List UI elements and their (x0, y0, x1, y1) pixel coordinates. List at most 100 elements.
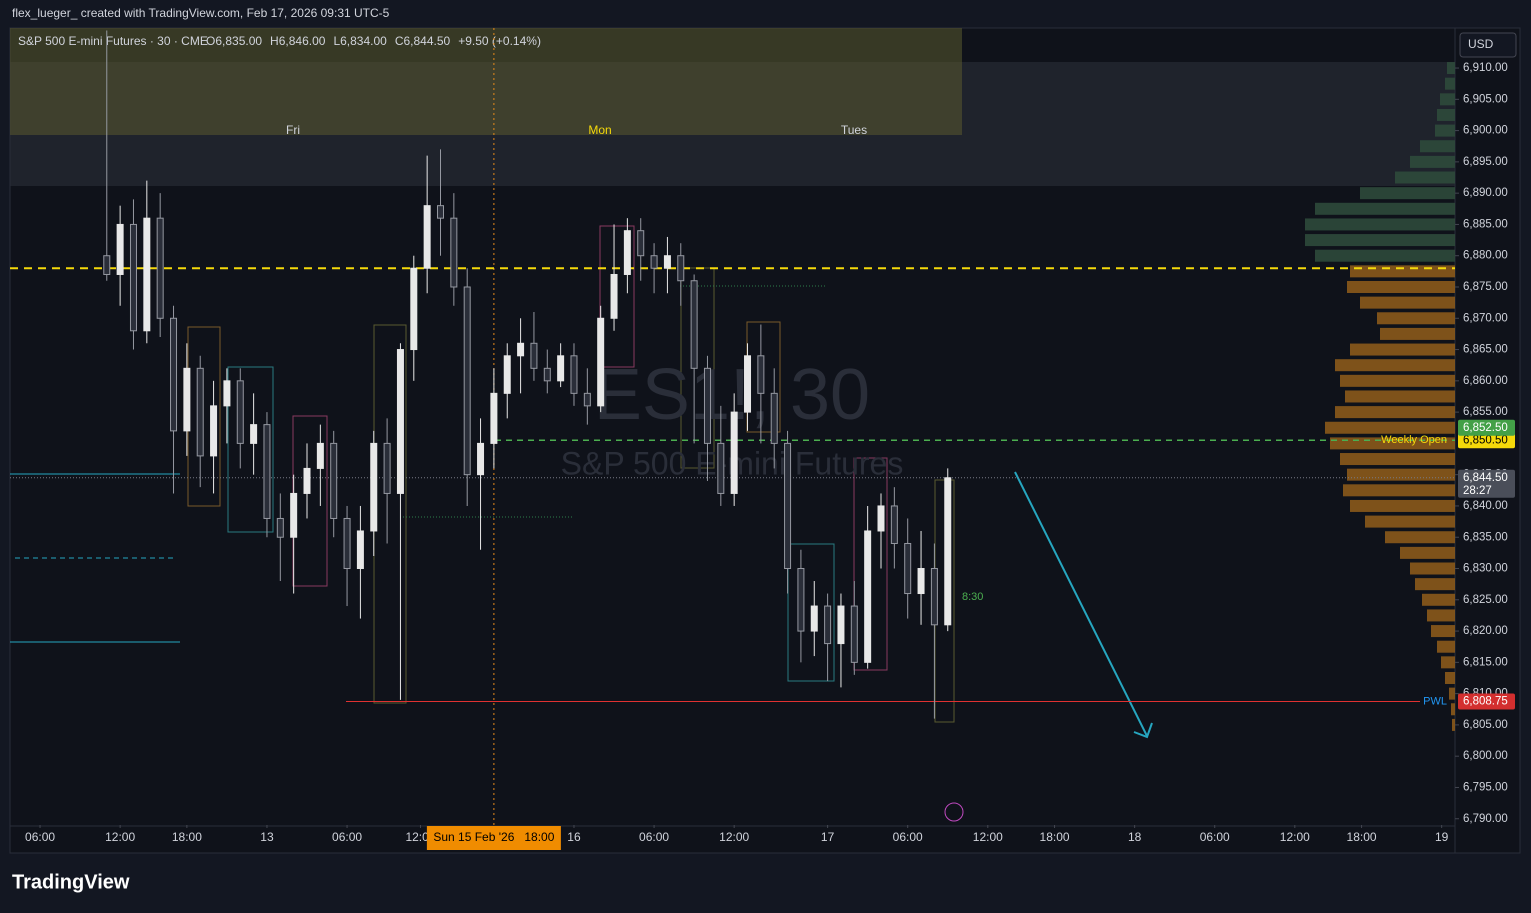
candle-body (223, 380, 231, 407)
ohlc-value: H6,846.00 (270, 34, 326, 48)
time-note: 8:30 (962, 591, 983, 603)
candle-body (129, 223, 137, 332)
y-tick-label: 6,855.00 (1463, 406, 1508, 418)
x-tick-label: 12:00 (1280, 830, 1310, 844)
candle-body (210, 405, 218, 457)
price-tag-label: 6,844.50 (1463, 472, 1508, 484)
profile-bar (1380, 327, 1455, 340)
y-tick-label: 6,840.00 (1463, 500, 1508, 512)
price-tag (1458, 469, 1515, 498)
profile-bar (1345, 390, 1455, 403)
profile-bar (1441, 656, 1455, 669)
candle-body (530, 342, 538, 369)
candle-body (877, 505, 885, 532)
y-tick-label: 6,790.00 (1463, 813, 1508, 825)
profile-bar (1449, 687, 1455, 700)
x-tick-label: 06:00 (332, 830, 362, 844)
candle-body (904, 542, 912, 595)
profile-bar (1435, 124, 1455, 137)
profile-bar (1350, 499, 1455, 512)
profile-bar (1305, 218, 1455, 231)
ohlc-legend: O6,835.00 H6,846.00 L6,834.00 C6,844.50 +9.5… (206, 34, 541, 48)
profile-bar (1365, 515, 1455, 528)
level-name: PWL (1423, 695, 1447, 707)
x-tick-label: 06:00 (639, 830, 669, 844)
box (853, 457, 888, 671)
crosshair-label: Sun 15 Feb '26 18:00 (433, 830, 554, 844)
profile-bar (1385, 531, 1455, 544)
candle-body (637, 230, 645, 257)
candle-body (797, 568, 805, 632)
profile-bar (1410, 155, 1455, 168)
candle-body (597, 317, 605, 407)
crosshair-tag (426, 826, 561, 850)
session-label: Mon (588, 123, 611, 137)
profile-bar (1440, 93, 1455, 106)
candle-body (917, 568, 925, 595)
candle-body (610, 273, 618, 319)
candle-body (623, 230, 631, 275)
profile-bar (1447, 62, 1455, 75)
ohlc-value: L6,834.00 (333, 34, 387, 48)
candle-body (717, 442, 725, 494)
candle-body (250, 424, 258, 444)
y-tick-label: 6,870.00 (1463, 312, 1508, 324)
y-tick-label: 6,800.00 (1463, 750, 1508, 762)
candle-body (703, 367, 711, 444)
currency-button[interactable] (1459, 32, 1517, 58)
ohlc-value: +9.50 (+0.14%) (458, 34, 541, 48)
profile-bar (1350, 265, 1455, 278)
y-tick-label: 6,860.00 (1463, 375, 1508, 387)
currency[interactable]: USD (1468, 37, 1494, 51)
profile-bar (1400, 546, 1455, 559)
candle-body (784, 442, 792, 570)
y-tick-label: 6,795.00 (1463, 781, 1508, 793)
candle-body (316, 442, 324, 469)
y-tick-label: 6,815.00 (1463, 656, 1508, 668)
x-tick-label: 17 (821, 830, 835, 844)
profile-bar (1445, 77, 1455, 90)
candle-body (463, 286, 471, 476)
x-tick-label: 18:00 (1347, 830, 1377, 844)
candle-body (944, 477, 952, 626)
candle-body (890, 505, 898, 544)
level-name: Weekly Open (1381, 434, 1447, 446)
x-tick-label: 06:00 (1200, 830, 1230, 844)
y-tick-label: 6,805.00 (1463, 719, 1508, 731)
icon (944, 802, 964, 822)
profile-bar (1452, 718, 1455, 731)
y-tick-label: 6,835.00 (1463, 531, 1508, 543)
price-tag-label: 6,852.50 (1463, 422, 1508, 434)
arrow-head (1133, 722, 1153, 739)
price-tag (1458, 419, 1515, 436)
arrow (1014, 471, 1148, 737)
profile-bar (1431, 625, 1455, 638)
session-label: Tues (841, 123, 867, 137)
candle-body (837, 605, 845, 645)
profile-bar (1305, 234, 1455, 247)
profile-bar (1420, 140, 1455, 153)
profile-bar (1451, 703, 1455, 716)
profile-bar (1410, 562, 1455, 575)
x-tick-label: 12:00 (973, 830, 1003, 844)
profile-bar (1315, 249, 1455, 262)
x-tick-label: 13 (260, 830, 274, 844)
candle-body (730, 411, 738, 494)
candle-body (116, 223, 124, 275)
candle-body (850, 605, 858, 663)
profile-bar (1335, 406, 1455, 419)
y-tick-label: 6,905.00 (1463, 93, 1508, 105)
profile-bar (1395, 171, 1455, 184)
y-tick-label: 6,820.00 (1463, 625, 1508, 637)
candle-body (930, 568, 938, 626)
candle-body (196, 367, 204, 457)
candle-body (477, 442, 485, 476)
candle-body (557, 355, 565, 382)
candle-body (103, 255, 111, 275)
candle-body (690, 280, 698, 369)
profile-bar (1360, 187, 1455, 200)
profile-bar (1437, 640, 1455, 653)
candle-body (757, 355, 765, 394)
candle-body (423, 205, 431, 269)
